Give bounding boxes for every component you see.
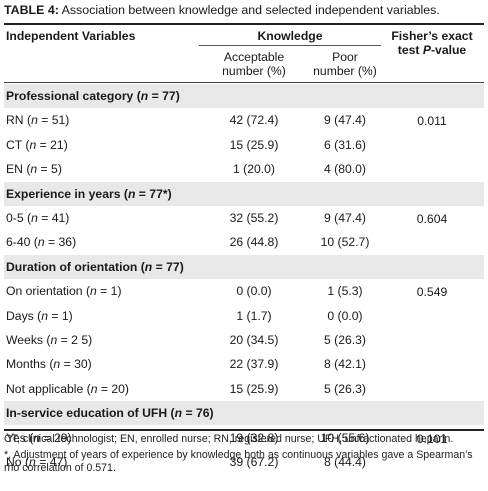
poor-value: 9 (47.4) xyxy=(323,113,366,128)
section-header-row: Experience in years (n = 77*) xyxy=(4,181,484,206)
row-label: No (n = 47) xyxy=(6,455,68,469)
acceptable-value: 0 (0.0) xyxy=(236,284,272,299)
p-value: 0.604 xyxy=(416,212,448,226)
top-rule xyxy=(4,23,484,25)
table-row: EN (n = 5) 1 (20.0) 4 (80.0) xyxy=(4,157,484,181)
table-caption: TABLE 4: Association between knowledge a… xyxy=(4,3,440,17)
row-label: Months (n = 30) xyxy=(6,357,92,372)
p-value: 0.101 xyxy=(416,431,448,446)
acceptable-value: 1 (1.7) xyxy=(236,308,272,323)
section-title: Professional category (n = 77) xyxy=(6,89,180,103)
row-label: Days (n = 1) xyxy=(6,308,73,323)
poor-value: 9 (47.4) xyxy=(323,211,366,225)
acceptable-value: 1 (20.0) xyxy=(232,162,275,177)
table-row: 0-5 (n = 41) 32 (55.2) 9 (47.4) xyxy=(4,206,484,230)
acceptable-value: 15 (25.9) xyxy=(229,381,279,396)
table-row: Yes (n = 29) 19 (32.8) 10 (55.6) xyxy=(4,426,484,450)
row-label: 6-40 (n = 36) xyxy=(6,235,77,250)
acceptable-value: 42 (72.4) xyxy=(229,113,279,128)
section-header-row: Professional category (n = 77) xyxy=(4,84,484,108)
poor-value: 10 (55.6) xyxy=(320,430,370,445)
poor-value: 8 (44.4) xyxy=(323,455,366,469)
acceptable-value: 39 (67.2) xyxy=(229,455,279,469)
header-fisher-line2-text: test P-value xyxy=(397,43,467,57)
row-label: Yes (n = 29) xyxy=(6,430,72,445)
row-label: 0-5 (n = 41) xyxy=(6,211,70,225)
poor-value: 1 (5.3) xyxy=(327,284,363,299)
p-value: 0.549 xyxy=(416,285,448,300)
poor-value: 8 (42.1) xyxy=(323,357,366,372)
row-label: On orientation (n = 1) xyxy=(6,284,122,299)
header-knowledge: Knowledge xyxy=(257,29,323,43)
header-poor: Poor number (%) xyxy=(309,50,381,78)
header-acceptable-line1: Acceptable xyxy=(223,50,285,64)
row-label: EN (n = 5) xyxy=(6,162,62,177)
acceptable-value: 19 (32.8) xyxy=(229,430,279,445)
header-acceptable: Acceptable number (%) xyxy=(199,50,309,78)
row-label: Weeks (n = 2 5) xyxy=(6,333,93,347)
p-value: 0.011 xyxy=(417,114,447,129)
section-header-row: Duration of orientation (n = 77) xyxy=(4,254,484,279)
header-fisher-line2: test P-value xyxy=(382,43,482,57)
table-row: Months (n = 30) 22 (37.9) 8 (42.1) xyxy=(4,352,484,376)
section-title: Experience in years (n = 77*) xyxy=(6,186,172,201)
poor-value: 5 (26.3) xyxy=(323,381,366,396)
acceptable-value: 32 (55.2) xyxy=(229,211,279,225)
section-title: In-service education of UFH (n = 76) xyxy=(6,406,214,421)
header-poor-line2: number (%) xyxy=(313,64,377,78)
table-row: On orientation (n = 1) 0 (0.0) 1 (5.3) xyxy=(4,279,484,303)
row-label: CT (n = 21) xyxy=(6,137,68,152)
section-header-row: In-service education of UFH (n = 76) xyxy=(4,401,484,426)
table-notes: CT, clinical technologist; EN, enrolled … xyxy=(4,433,484,475)
header-fisher-line1: Fisher’s exact xyxy=(391,29,473,43)
acceptable-value: 26 (44.8) xyxy=(229,235,279,250)
knowledge-underline xyxy=(199,45,381,46)
table-row: Days (n = 1) 1 (1.7) 0 (0.0) xyxy=(4,304,484,328)
table-row: CT (n = 21) 15 (25.9) 6 (31.6) xyxy=(4,133,484,157)
acceptable-value: 22 (37.9) xyxy=(229,357,279,372)
acceptable-value: 15 (25.9) xyxy=(229,137,279,152)
table-label: TABLE 4: xyxy=(4,3,59,17)
abbreviations-note: CT, clinical technologist; EN, enrolled … xyxy=(4,433,454,445)
poor-value: 4 (80.0) xyxy=(323,162,366,177)
row-label: Not applicable (n = 20) xyxy=(6,381,129,396)
header-fisher: Fisher’s exact test P-value xyxy=(382,29,482,57)
section-title: Duration of orientation (n = 77) xyxy=(6,259,184,274)
header-acceptable-line2: number (%) xyxy=(222,64,286,78)
header-rule xyxy=(4,82,484,83)
table-row: RN (n = 51) 42 (72.4) 9 (47.4) xyxy=(4,108,484,132)
acceptable-value: 20 (34.5) xyxy=(229,333,279,347)
table-row: No (n = 47) 39 (67.2) 8 (44.4) xyxy=(4,450,484,474)
row-label: RN (n = 51) xyxy=(6,113,70,128)
table-row: Not applicable (n = 20) 15 (25.9) 5 (26.3) xyxy=(4,377,484,401)
poor-value: 6 (31.6) xyxy=(323,137,366,152)
poor-value: 10 (52.7) xyxy=(320,235,370,250)
header-poor-line1: Poor xyxy=(332,50,358,64)
poor-value: 5 (26.3) xyxy=(323,333,366,347)
table-caption-text: Association between knowledge and select… xyxy=(58,3,440,17)
header-independent-variables: Independent Variables xyxy=(6,29,136,43)
footnote: *, Adjustment of years of experience by … xyxy=(4,449,473,474)
table-row: Weeks (n = 2 5) 20 (34.5) 5 (26.3) xyxy=(4,328,484,352)
table-row: 6-40 (n = 36) 26 (44.8) 10 (52.7) xyxy=(4,230,484,254)
bottom-rule xyxy=(4,429,484,431)
poor-value: 0 (0.0) xyxy=(327,308,363,323)
